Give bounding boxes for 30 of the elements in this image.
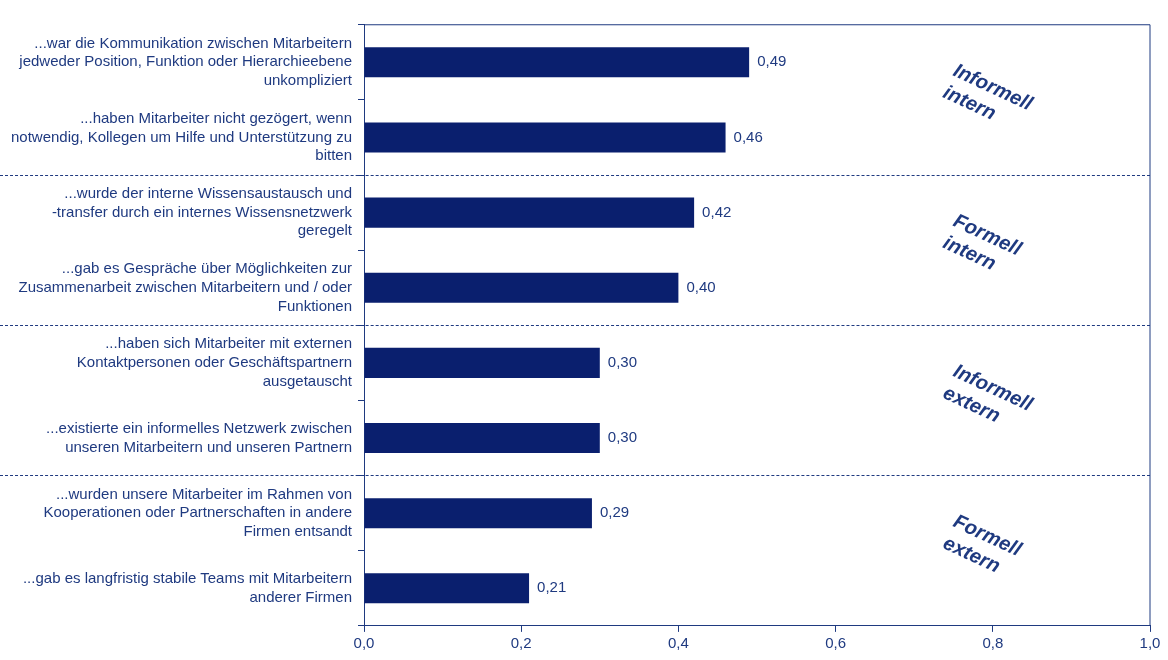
y-tick-label: ...existierte ein informelles Netzwerk zwischen unseren Mitarbeitern und unseren Partnern <box>46 418 352 455</box>
y-tick-label: ...wurde der interne Wissensaustausch und -transfer durch ein internes Wissensnetzwerk geregelt <box>51 183 353 239</box>
data-label: 0,30 <box>607 353 637 371</box>
bar <box>364 47 750 78</box>
data-label: 0,42 <box>702 202 732 220</box>
bar <box>364 423 600 454</box>
data-label: 0,30 <box>607 428 637 446</box>
bar <box>364 498 592 529</box>
y-tick-label: ...wurden unsere Mitarbeiter im Rahmen von Kooperationen oder Partnerschaften in andere Firmen entsandt <box>43 484 353 540</box>
bar <box>364 272 679 303</box>
y-tick-label: ...haben Mitarbeiter nicht gezögert, wenn notwendig, Kollegen um Hilfe und Unterstützung zu bitten <box>10 108 352 164</box>
y-tick-label: ...war die Kommunikation zwischen Mitarbeitern jedweder Position, Funktion oder Hierarchieebene unkompliziert <box>18 33 353 89</box>
x-tick-label: 0,8 <box>982 634 1004 652</box>
x-tick-label: 0,6 <box>825 634 847 652</box>
x-tick-label: 0,0 <box>353 634 375 652</box>
y-tick-label: ...haben sich Mitarbeiter mit externen Kontaktpersonen oder Geschäftspartnern ausgetauscht <box>76 334 353 389</box>
data-label: 0,21 <box>537 578 567 596</box>
data-label: 0,40 <box>686 277 716 295</box>
bar <box>364 197 695 228</box>
bar <box>364 573 530 604</box>
y-tick-label: ...gab es Gespräche über Möglichkeiten zur Zusammenarbeit zwischen Mitarbeitern und / oder Funktionen <box>18 259 352 314</box>
y-tick-label: ...gab es langfristig stabile Teams mit Mitarbeitern anderer Firmen <box>22 569 352 605</box>
bar <box>364 122 726 153</box>
bar <box>364 347 600 378</box>
x-tick-label: 0,2 <box>510 634 532 652</box>
data-label: 0,49 <box>757 52 787 70</box>
data-label: 0,46 <box>733 127 763 145</box>
x-tick-label: 0,4 <box>667 634 689 652</box>
x-tick-label: 1,0 <box>1139 634 1161 652</box>
data-label: 0,29 <box>599 503 630 521</box>
